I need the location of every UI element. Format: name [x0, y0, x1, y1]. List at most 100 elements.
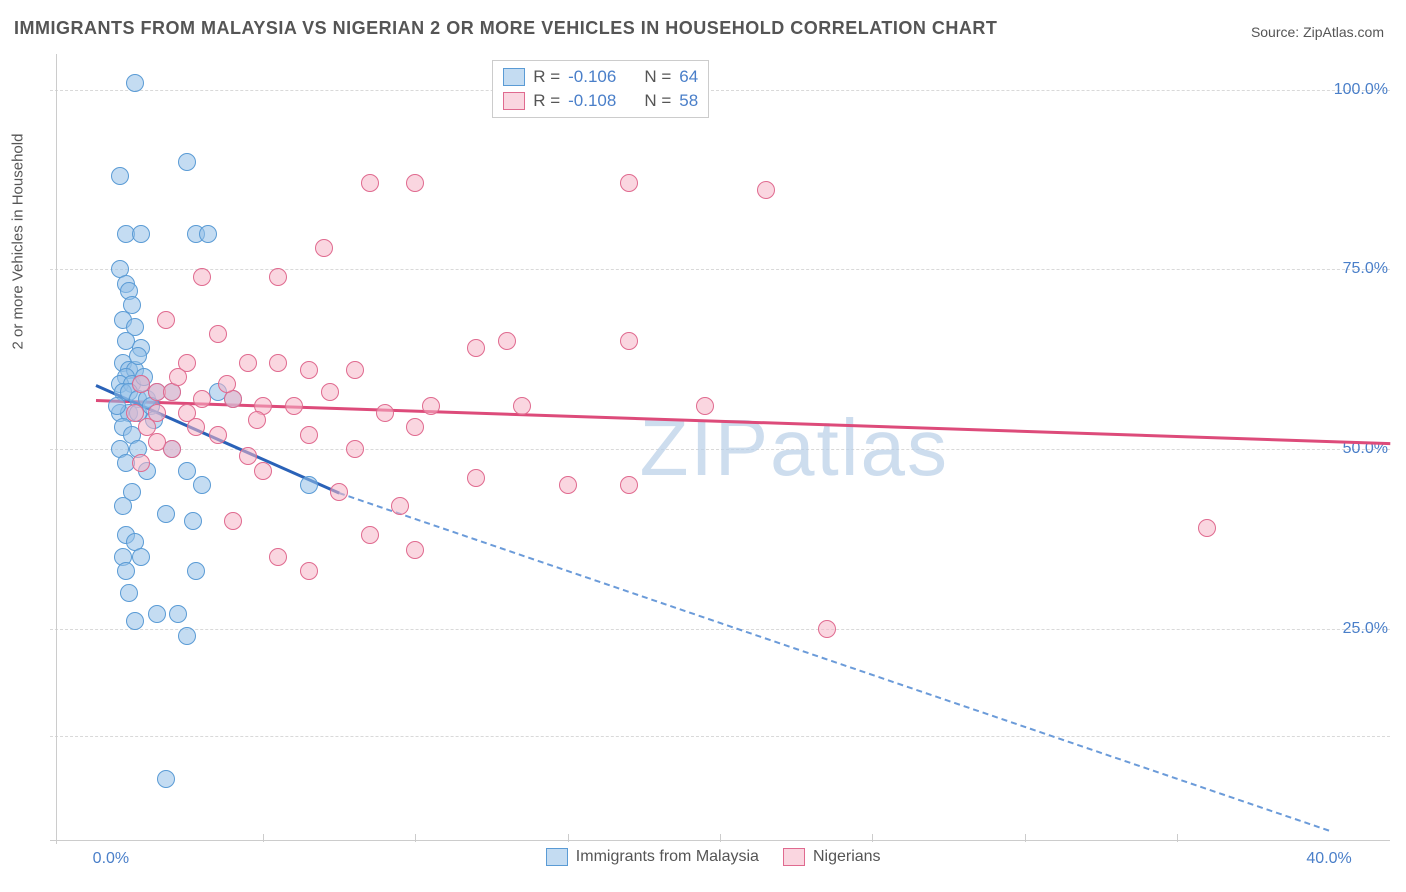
watermark: ZIPatlas	[640, 402, 949, 494]
scatter-point	[346, 440, 364, 458]
scatter-point	[184, 512, 202, 530]
scatter-point	[218, 375, 236, 393]
scatter-point	[224, 512, 242, 530]
stats-box: R =-0.106N =64R =-0.108N =58	[492, 60, 709, 118]
scatter-point	[114, 497, 132, 515]
scatter-point	[361, 174, 379, 192]
x-minor-tick	[720, 834, 721, 842]
x-minor-tick	[872, 834, 873, 842]
scatter-point	[498, 332, 516, 350]
scatter-point	[157, 505, 175, 523]
scatter-point	[209, 426, 227, 444]
y-tick-label: 25.0%	[1343, 620, 1388, 638]
legend-swatch	[783, 848, 805, 866]
scatter-point	[193, 268, 211, 286]
scatter-point	[254, 462, 272, 480]
scatter-point	[300, 426, 318, 444]
scatter-point	[757, 181, 775, 199]
scatter-point	[406, 174, 424, 192]
x-minor-tick	[415, 834, 416, 842]
scatter-point	[361, 526, 379, 544]
scatter-point	[269, 354, 287, 372]
scatter-point	[126, 74, 144, 92]
scatter-point	[126, 404, 144, 422]
scatter-point	[285, 397, 303, 415]
scatter-point	[193, 390, 211, 408]
y-axis-label: 2 or more Vehicles in Household	[10, 134, 27, 350]
scatter-point	[620, 332, 638, 350]
scatter-point	[620, 476, 638, 494]
scatter-point	[330, 483, 348, 501]
y-tick-label: 100.0%	[1334, 81, 1388, 99]
scatter-point	[178, 153, 196, 171]
scatter-point	[467, 339, 485, 357]
source-label: Source:	[1251, 24, 1303, 40]
legend-label: Immigrants from Malaysia	[576, 848, 759, 866]
r-label: R =	[533, 67, 560, 87]
scatter-point	[169, 368, 187, 386]
scatter-point	[126, 612, 144, 630]
scatter-point	[406, 541, 424, 559]
scatter-point	[300, 562, 318, 580]
scatter-point	[696, 397, 714, 415]
scatter-point	[818, 620, 836, 638]
n-value: 58	[679, 91, 698, 111]
x-minor-tick	[568, 834, 569, 842]
x-tick-label: 40.0%	[1306, 850, 1351, 868]
scatter-point	[239, 447, 257, 465]
legend-item: Nigerians	[783, 848, 881, 866]
n-value: 64	[679, 67, 698, 87]
scatter-point	[157, 770, 175, 788]
gridline-h	[50, 90, 1390, 91]
scatter-point	[199, 225, 217, 243]
scatter-point	[209, 325, 227, 343]
scatter-point	[169, 605, 187, 623]
scatter-point	[129, 347, 147, 365]
r-value: -0.108	[568, 91, 616, 111]
n-label: N =	[644, 91, 671, 111]
n-label: N =	[644, 67, 671, 87]
scatter-point	[187, 562, 205, 580]
scatter-point	[300, 361, 318, 379]
scatter-point	[467, 469, 485, 487]
chart-area: 2 or more Vehicles in Household 25.0%50.…	[50, 54, 1390, 844]
x-minor-tick	[1025, 834, 1026, 842]
scatter-point	[269, 268, 287, 286]
scatter-point	[117, 562, 135, 580]
series-swatch	[503, 92, 525, 110]
legend-swatch	[546, 848, 568, 866]
scatter-point	[346, 361, 364, 379]
scatter-point	[178, 462, 196, 480]
scatter-point	[376, 404, 394, 422]
scatter-point	[239, 354, 257, 372]
legend-item: Immigrants from Malaysia	[546, 848, 759, 866]
chart-title: IMMIGRANTS FROM MALAYSIA VS NIGERIAN 2 O…	[14, 18, 997, 39]
scatter-point	[148, 433, 166, 451]
scatter-point	[321, 383, 339, 401]
source-attribution: Source: ZipAtlas.com	[1251, 24, 1384, 40]
scatter-point	[108, 397, 126, 415]
scatter-point	[187, 418, 205, 436]
source-name: ZipAtlas.com	[1303, 24, 1384, 40]
y-tick-label: 75.0%	[1343, 260, 1388, 278]
scatter-point	[422, 397, 440, 415]
trendline	[339, 492, 1329, 831]
scatter-point	[193, 476, 211, 494]
scatter-point	[391, 497, 409, 515]
scatter-point	[120, 584, 138, 602]
y-axis-line	[56, 54, 57, 844]
gridline-h	[50, 629, 1390, 630]
scatter-point	[269, 548, 287, 566]
scatter-point	[300, 476, 318, 494]
x-minor-tick	[263, 834, 264, 842]
scatter-point	[132, 454, 150, 472]
r-value: -0.106	[568, 67, 616, 87]
scatter-point	[178, 627, 196, 645]
gridline-h	[50, 736, 1390, 737]
scatter-point	[111, 167, 129, 185]
scatter-point	[513, 397, 531, 415]
scatter-point	[406, 418, 424, 436]
legend: Immigrants from Malaysia Nigerians	[546, 848, 881, 866]
legend-label: Nigerians	[813, 848, 881, 866]
scatter-point	[132, 225, 150, 243]
